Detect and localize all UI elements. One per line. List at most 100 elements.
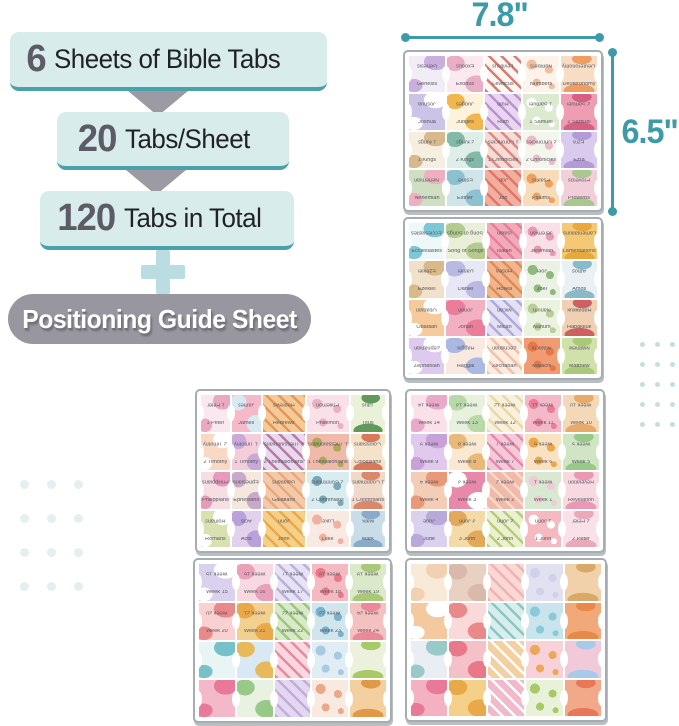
sheet-count-number: 6 [26, 38, 46, 80]
tab-label-mirrored: Daniel [457, 267, 474, 273]
tab-label: 2 Corinthians [311, 498, 344, 503]
tab-label-mirrored: Week 9 [419, 440, 439, 445]
bible-tab-week-24: Week 24 Week 24 [350, 603, 386, 640]
tab-label: Week 24 [357, 629, 379, 634]
bible-tab-haggai: Haggai Haggai [446, 338, 484, 374]
bible-tab-2-thessalonians: 2 Thessalonians 2 Thessalonians [262, 433, 305, 470]
tab-label: Zephaniah [413, 363, 440, 369]
tab-label: Week 17 [281, 590, 304, 596]
tab-sheet-weeks-and-blank: Week 15 Week 15 Week 16 Week 16 Week 17 Week … [193, 558, 392, 723]
tab-label: Isaiah [496, 248, 512, 254]
bible-tab-week-6: Week 6 Week 6 [525, 434, 561, 471]
tab-label-mirrored: Week 22 [281, 609, 304, 615]
blank-tab [565, 641, 601, 678]
bible-tab-ecclesiastes: Ecclesiastes Ecclesiastes [409, 223, 444, 259]
tab-label-mirrored: Joshua [418, 100, 436, 106]
tab-label-mirrored: Joel [536, 267, 547, 273]
decor-dot [670, 382, 675, 387]
blank-tab [487, 641, 525, 678]
tab-label: 1 Thessalonians [307, 459, 348, 465]
tab-label-mirrored: Hosea [496, 267, 513, 273]
bible-tab-colossians: Colossians Colossians [351, 434, 385, 471]
tab-sheet-new-testament-2-weeks: Week 14 Week 14 Week 13 Week 13 Week 12 Week … [405, 389, 605, 553]
tab-label-mirrored: 1 Kings [417, 138, 437, 144]
tab-label-mirrored: 1 John [534, 517, 552, 522]
tab-label: Week 8 [457, 459, 477, 465]
bible-tab-ezekiel: Ezekiel Ezekiel [409, 261, 444, 297]
tab-label-mirrored: Micah [496, 306, 512, 311]
tab-label-mirrored: 2 Peter [572, 517, 590, 522]
bible-tab-zephaniah: Zephaniah Zephaniah [409, 338, 444, 374]
sheet-count-text: Sheets of Bible Tabs [54, 44, 281, 74]
bible-tab-3-john: 3 John 3 John [449, 511, 485, 548]
decor-dot [74, 548, 83, 557]
decor-dot [640, 422, 645, 427]
decor-dot [74, 514, 83, 523]
bible-tab-mark: Mark Mark [351, 511, 385, 548]
bible-tab-jude: Jude Jude [411, 511, 447, 548]
tab-label: Luke [321, 536, 334, 542]
tab-label-mirrored: 2 John [496, 517, 514, 522]
tab-label: Week 16 [243, 590, 266, 596]
blank-tab [565, 603, 601, 640]
bible-tab-1-thessalonians: 1 Thessalonians 1 Thessalonians [307, 434, 349, 471]
bible-tab-esther: Esther Esther [447, 170, 483, 206]
tab-label: Numbers [529, 81, 553, 87]
blank-tab [411, 603, 447, 640]
tab-label: Exodus [455, 81, 475, 87]
tab-label: Week 9 [419, 459, 439, 465]
bible-tab-week-8: Week 8 Week 8 [449, 434, 485, 471]
bible-tab-romans: Romans Romans [201, 511, 230, 548]
bible-tab-titus: Titus Titus [351, 395, 385, 432]
tab-label-mirrored: Exodus [455, 62, 475, 68]
tab-label-mirrored: Isaiah [496, 229, 512, 235]
total-tabs-text: Tabs in Total [124, 203, 262, 233]
bible-tab-week-12: Week 12 Week 12 [487, 395, 523, 432]
tab-label: Jonah [458, 325, 474, 331]
blank-tab [487, 564, 525, 601]
tab-label-mirrored: Amos [572, 267, 587, 273]
blank-tab [274, 680, 311, 717]
bible-tab-week-19: Week 19 Week 19 [350, 564, 386, 601]
blank-tab [199, 680, 235, 717]
decor-dot [655, 402, 660, 407]
tab-label-mirrored: 2 Chronicles [525, 138, 557, 144]
tab-label: 1 Peter [206, 421, 225, 426]
tab-label: Week 12 [494, 421, 516, 426]
tab-label-mirrored: Acts [240, 517, 252, 522]
tab-sheet-old-testament-1: Genesis Genesis Exodus Exodus Leviticus Levit… [403, 50, 603, 212]
tab-label: Ecclesiastes [411, 248, 443, 254]
tab-label: Hebrews [272, 421, 295, 426]
tab-label: 1 Timothy [234, 459, 259, 465]
tab-label: James [238, 421, 255, 426]
tab-label-mirrored: Galatians [272, 478, 296, 484]
tab-label: Micah [496, 325, 512, 331]
bible-tab-1-peter: 1 Peter 1 Peter [201, 395, 230, 432]
tab-label-mirrored: 1 Corinthians [351, 478, 384, 484]
blank-tab [312, 680, 348, 717]
tab-label-mirrored: 2 Corinthians [311, 478, 344, 484]
bible-tab-proverbs: Proverbs Proverbs [561, 170, 597, 206]
decor-dot [47, 582, 56, 591]
tab-label: Ephesians [233, 498, 260, 503]
tab-label: Romans [205, 536, 226, 542]
bible-tab-2-timothy: 2 Timothy 2 Timothy [201, 434, 230, 471]
tabs-per-sheet-text: Tabs/Sheet [125, 123, 251, 154]
decor-dot [47, 548, 56, 557]
bible-tab-week-1: Week 1 Week 1 [525, 472, 561, 509]
decor-dot [20, 514, 29, 523]
width-dimension-line [401, 33, 604, 42]
decor-dot [670, 402, 675, 407]
tab-label-mirrored: Obadiah [416, 306, 438, 311]
tab-label-mirrored: Colossians [354, 440, 382, 445]
bible-tab-1-chronicles: 1 Chronicles 1 Chronicles [485, 132, 521, 168]
tab-label-mirrored: Romans [205, 517, 226, 522]
tab-label-mirrored: Revelation [568, 478, 594, 484]
bible-tab-deuteronomy: Deuteronomy Deuteronomy [561, 56, 597, 92]
bible-tab-genesis: Genesis Genesis [409, 56, 445, 92]
tab-label-mirrored: 1 Thessalonians [307, 440, 348, 445]
blank-tab [487, 679, 525, 716]
tab-label: Jude [423, 536, 435, 542]
tab-label-mirrored: Week 8 [457, 440, 477, 445]
decor-dot [655, 422, 660, 427]
